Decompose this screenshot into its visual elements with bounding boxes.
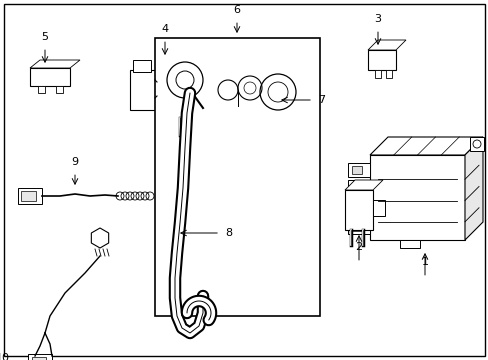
Bar [21,191,36,201]
Text: 9: 9 [71,157,79,167]
Polygon shape [367,40,405,50]
Text: 8: 8 [224,228,232,238]
Text: 4: 4 [161,24,168,34]
Bar [213,82,226,98]
Bar [367,50,395,70]
Polygon shape [30,60,80,68]
Bar [351,223,361,231]
Bar [18,188,42,204]
Text: 2: 2 [355,242,362,252]
Text: 5: 5 [41,32,48,42]
Bar [347,163,369,177]
Bar [374,70,380,78]
Bar [385,70,391,78]
Bar [133,60,151,72]
Bar [38,86,45,93]
Bar [372,200,384,216]
Polygon shape [345,180,382,190]
Text: 10: 10 [0,353,10,360]
Bar [345,190,372,230]
Bar [347,203,369,217]
Bar [351,183,361,191]
Text: 6: 6 [233,5,240,15]
Bar [347,220,369,234]
Bar [30,68,70,86]
Bar [469,137,483,151]
Bar [130,70,155,110]
Bar [32,357,46,360]
Text: 1: 1 [421,257,427,267]
Bar [399,240,419,248]
Bar [369,155,464,240]
Bar [347,180,369,194]
Bar [351,166,361,174]
Text: 3: 3 [374,14,381,24]
Bar [56,86,63,93]
Polygon shape [464,137,482,240]
Bar [155,38,319,316]
Bar [351,206,361,214]
Text: 7: 7 [317,95,325,105]
Bar [28,354,52,360]
Polygon shape [369,137,482,155]
